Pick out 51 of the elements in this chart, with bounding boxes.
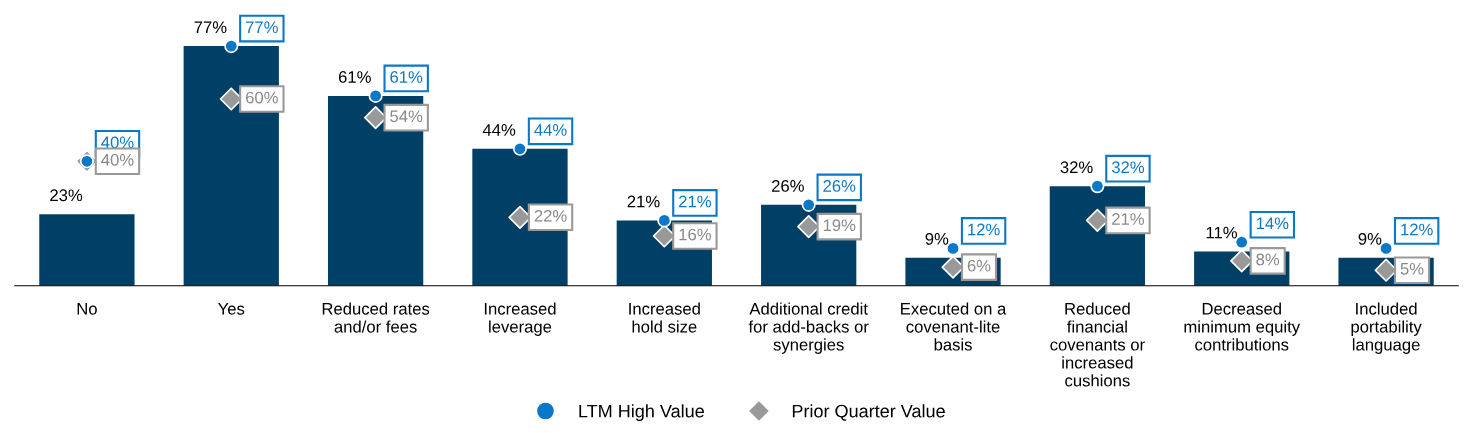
- point: [801, 197, 816, 212]
- x-tick-label: Reduced financial covenants or increased cushions: [1050, 302, 1145, 387]
- data-label: 21%: [627, 195, 660, 208]
- data-label: 21%: [1112, 213, 1145, 225]
- data-label: 8%: [1256, 253, 1280, 266]
- data-label: 5%: [1400, 262, 1424, 275]
- data-label: 44%: [534, 124, 567, 136]
- data-label: 77%: [246, 21, 278, 33]
- data-label: 61%: [390, 71, 423, 83]
- bar: [39, 214, 135, 286]
- data-label: 12%: [968, 223, 1000, 236]
- data-label: 40%: [101, 153, 134, 166]
- x-tick-label: Decreased minimum equity contributions: [1184, 302, 1301, 351]
- data-label: 14%: [1256, 217, 1289, 230]
- point: [1090, 179, 1105, 194]
- data-label: 77%: [194, 21, 227, 33]
- data-label: 32%: [1060, 161, 1093, 174]
- data-label: 19%: [823, 219, 856, 232]
- data-label: 21%: [679, 195, 711, 208]
- data-label: 6%: [967, 259, 991, 272]
- point: [368, 88, 383, 103]
- data-label: 61%: [338, 71, 371, 83]
- data-label: 26%: [823, 180, 856, 192]
- x-tick-label: No: [77, 303, 97, 315]
- data-label: 12%: [1401, 223, 1433, 236]
- x-tick-label: Yes: [218, 303, 245, 315]
- data-label: 32%: [1111, 161, 1145, 174]
- point: [224, 39, 239, 54]
- bar: [327, 95, 424, 286]
- data-label: 16%: [679, 228, 711, 241]
- bar: [183, 46, 279, 286]
- legend-label: Prior Quarter Value: [792, 404, 945, 421]
- x-tick-label: Executed on a covenant-lite basis: [901, 302, 1007, 351]
- data-label: 40%: [101, 136, 134, 149]
- data-label: 9%: [1358, 232, 1382, 245]
- legend-label: LTM High Value: [579, 404, 704, 422]
- data-label: 22%: [534, 209, 567, 222]
- data-label: 9%: [925, 232, 949, 245]
- point: [657, 213, 672, 228]
- x-tick-label: Increased leverage: [484, 302, 556, 336]
- x-tick-label: Increased hold size: [629, 302, 700, 333]
- data-label: 54%: [390, 110, 423, 123]
- x-tick-label: Reduced rates and/or fees: [322, 302, 430, 333]
- point: [512, 141, 528, 156]
- data-label: 60%: [246, 91, 278, 104]
- data-label: 26%: [771, 180, 804, 192]
- data-label: 23%: [50, 189, 83, 202]
- data-label: 44%: [482, 124, 516, 136]
- data-label: 11%: [1206, 226, 1237, 239]
- x-tick-label: Additional credit for add-backs or synergies: [748, 302, 869, 354]
- x-tick-label: Included portability language: [1351, 302, 1422, 354]
